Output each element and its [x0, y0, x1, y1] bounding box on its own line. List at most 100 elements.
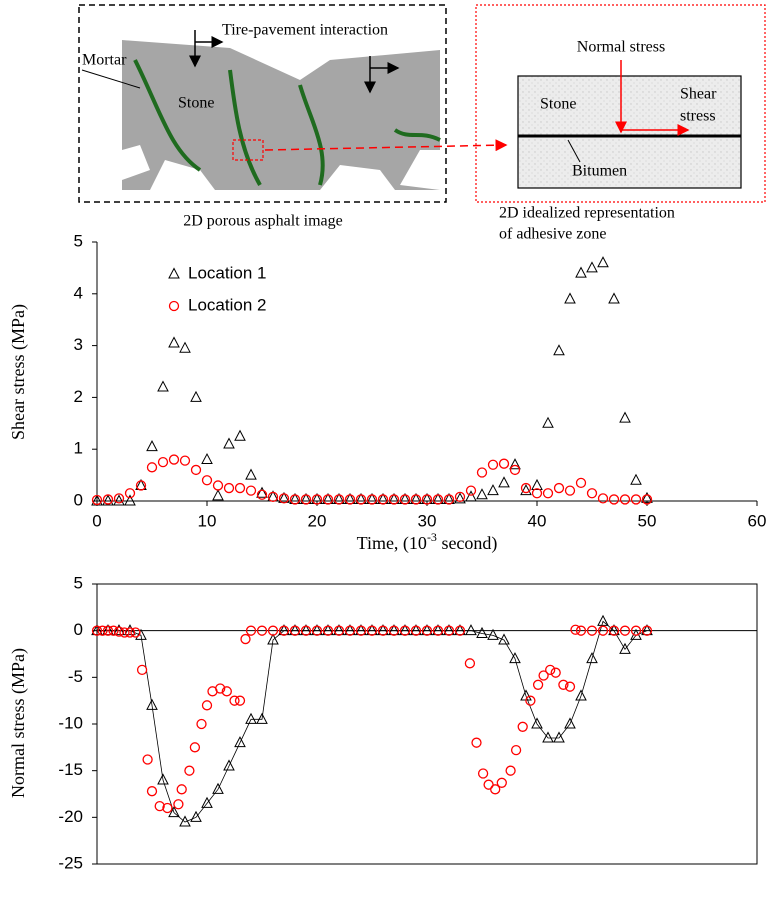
- marker-circle: [586, 488, 598, 499]
- y-tick-label: 0: [74, 490, 83, 509]
- marker-triangle: [113, 494, 125, 506]
- marker-circle: [322, 494, 334, 505]
- marker-triangle: [619, 411, 631, 423]
- marker-triangle: [256, 486, 268, 498]
- x-label-part: second): [437, 533, 497, 554]
- legend-label: Location 2: [188, 295, 266, 314]
- x-label-sup: -3: [427, 530, 437, 544]
- y-tick-label: 5: [74, 573, 83, 592]
- y-tick-label: 0: [74, 620, 83, 639]
- marker-circle: [256, 625, 268, 636]
- x-tick-label: 20: [308, 511, 327, 530]
- y-tick-label: 1: [74, 439, 83, 458]
- x-tick-label: 60: [748, 511, 767, 530]
- marker-circle: [471, 737, 482, 748]
- y-tick-label: 4: [74, 283, 83, 302]
- marker-triangle: [245, 712, 257, 724]
- marker-circle: [157, 456, 169, 468]
- marker-triangle: [564, 717, 576, 729]
- marker-circle: [278, 625, 290, 636]
- caption: 2D porous asphalt image: [183, 213, 343, 230]
- marker-circle: [113, 626, 125, 637]
- marker-circle: [575, 477, 587, 489]
- marker-circle: [454, 625, 466, 636]
- marker-circle: [234, 695, 246, 706]
- marker-circle: [366, 494, 378, 505]
- panel-border: [78, 4, 447, 203]
- marker-triangle: [168, 267, 180, 279]
- marker-triangle: [498, 633, 510, 645]
- legend-label: Location 1: [188, 263, 266, 282]
- y-tick-label: 2: [74, 387, 83, 406]
- marker-circle: [245, 485, 257, 496]
- marker-circle: [168, 300, 180, 312]
- marker-circle: [146, 786, 158, 797]
- marker-circle: [355, 625, 367, 636]
- y-tick-label: 5: [74, 231, 83, 250]
- marker-circle: [223, 482, 235, 494]
- marker-circle: [201, 700, 213, 711]
- marker-circle: [355, 494, 367, 505]
- marker-triangle: [168, 336, 180, 348]
- marker-circle: [333, 494, 345, 505]
- marker-circle: [102, 625, 114, 636]
- marker-triangle: [553, 344, 565, 356]
- marker-triangle: [597, 256, 609, 268]
- zone: [517, 75, 742, 189]
- marker-circle: [300, 625, 312, 636]
- y-axis-label: Shear stress (MPa): [8, 304, 29, 440]
- marker-circle: [538, 670, 549, 681]
- interaction-label: Tire-pavement interaction: [222, 22, 388, 39]
- marker-circle: [344, 625, 356, 636]
- marker-circle: [136, 664, 148, 676]
- bitumen-label: Bitumen: [572, 163, 627, 180]
- marker-circle: [525, 695, 536, 706]
- marker-triangle: [179, 341, 191, 353]
- shear-label: Shear: [680, 86, 717, 103]
- marker-circle: [564, 485, 576, 496]
- normal-label: Normal stress: [577, 39, 665, 56]
- zoom-arrow: [264, 139, 508, 152]
- marker-circle: [570, 624, 581, 635]
- voids: [122, 145, 440, 190]
- marker-triangle: [465, 490, 477, 502]
- marker-circle: [608, 625, 620, 636]
- marker-circle: [124, 627, 136, 638]
- porous-image-panel: Tire-pavement interaction Mortar Stone 2…: [78, 4, 447, 230]
- x-axis-label: Time, (10-3 second): [357, 530, 498, 554]
- marker-triangle: [212, 782, 224, 794]
- shear-label: stress: [680, 108, 716, 125]
- marker-circle: [531, 488, 543, 499]
- marker-triangle: [509, 458, 521, 470]
- marker-triangle: [146, 440, 158, 452]
- marker-triangle: [586, 261, 598, 273]
- marker-triangle: [476, 488, 488, 500]
- mortar-label: Mortar: [82, 52, 127, 69]
- marker-triangle: [542, 416, 554, 428]
- x-tick-label: 10: [198, 511, 217, 530]
- marker-triangle: [124, 624, 136, 636]
- marker-triangle: [531, 717, 543, 729]
- marker-circle: [399, 625, 411, 636]
- marker-circle: [487, 459, 499, 470]
- image-top: [122, 40, 440, 80]
- marker-circle: [113, 493, 125, 504]
- x-tick-label: 50: [638, 511, 657, 530]
- marker-circle: [240, 633, 251, 645]
- marker-circle: [410, 625, 422, 636]
- marker-triangle: [487, 484, 499, 496]
- series-line: [97, 620, 648, 823]
- marker-circle: [333, 625, 345, 636]
- marker-triangle: [113, 624, 125, 636]
- stone-label: Stone: [540, 96, 576, 113]
- marker-circle: [509, 464, 521, 476]
- marker-triangle: [575, 689, 587, 701]
- marker-circle: [399, 494, 411, 505]
- marker-circle: [443, 494, 455, 505]
- marker-circle: [432, 494, 444, 505]
- marker-circle: [229, 695, 240, 706]
- marker-circle: [108, 625, 119, 636]
- x-tick-label: 0: [92, 511, 101, 530]
- marker-circle: [421, 494, 433, 505]
- marker-triangle: [498, 476, 510, 488]
